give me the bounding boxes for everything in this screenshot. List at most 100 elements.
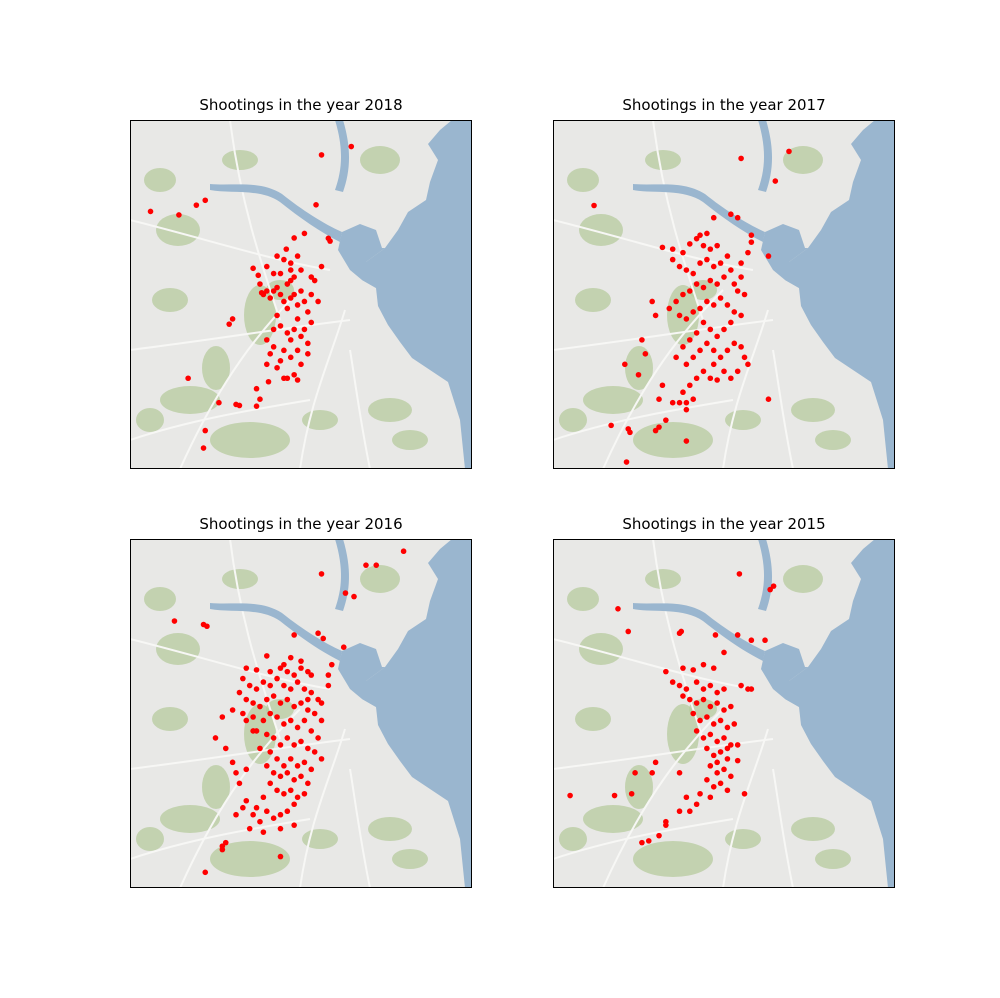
park-area <box>567 587 599 611</box>
shooting-marker <box>202 869 209 876</box>
shooting-marker <box>283 246 290 252</box>
shooting-marker <box>724 302 731 308</box>
shooting-marker <box>717 354 724 361</box>
park-area <box>559 827 587 851</box>
shooting-marker <box>342 590 349 596</box>
shooting-marker <box>683 399 690 406</box>
shooting-marker <box>270 693 277 699</box>
shooting-marker <box>659 244 666 251</box>
shooting-marker <box>255 272 262 279</box>
shooting-marker <box>250 265 256 272</box>
shooting-marker <box>277 811 284 818</box>
shooting-marker <box>243 797 250 804</box>
shooting-marker <box>270 288 277 294</box>
shooting-marker <box>298 267 304 273</box>
road <box>130 219 331 271</box>
shooting-marker <box>707 326 714 333</box>
shooting-marker <box>676 399 683 406</box>
map-svg <box>553 539 895 888</box>
road <box>553 638 754 690</box>
shooting-marker <box>274 312 280 319</box>
park-area <box>152 707 188 731</box>
shooting-marker <box>700 661 707 668</box>
shooting-marker <box>748 232 755 238</box>
road <box>130 319 351 351</box>
shooting-marker <box>284 281 291 287</box>
shooting-marker <box>294 679 301 685</box>
shooting-marker <box>786 148 792 155</box>
shooting-marker <box>270 270 277 277</box>
shooting-marker <box>308 728 315 734</box>
shooting-marker <box>687 241 693 247</box>
shooting-marker <box>400 548 407 555</box>
shooting-marker <box>301 686 308 692</box>
shooting-marker <box>274 787 280 794</box>
shooting-marker <box>745 361 751 368</box>
park-area <box>136 408 164 432</box>
road <box>652 120 704 321</box>
water-body <box>633 184 765 242</box>
shooting-marker <box>270 770 277 776</box>
shooting-marker <box>250 811 256 818</box>
shooting-marker <box>216 399 222 406</box>
shooting-marker <box>608 422 614 429</box>
panel-title-2016: Shootings in the year 2016 <box>199 515 403 533</box>
shooting-marker <box>690 667 697 673</box>
shooting-marker <box>298 658 304 664</box>
map-svg <box>130 120 472 469</box>
shooting-marker <box>274 714 280 720</box>
shooting-marker <box>363 562 369 568</box>
shooting-marker <box>240 804 246 811</box>
shooting-marker <box>243 717 250 724</box>
shooting-marker <box>281 298 287 305</box>
shooting-marker <box>676 630 683 637</box>
shooting-marker <box>748 239 755 245</box>
road <box>553 319 774 351</box>
park-area <box>667 704 699 764</box>
shooting-marker <box>697 232 703 238</box>
shooting-marker <box>741 291 748 298</box>
shooting-marker <box>301 759 308 766</box>
shooting-marker <box>264 263 270 270</box>
shooting-marker <box>714 738 720 745</box>
shooting-marker <box>147 208 154 215</box>
shooting-marker <box>690 354 697 361</box>
shooting-marker <box>707 763 714 769</box>
shooting-marker <box>690 270 697 277</box>
shooting-marker <box>287 787 294 794</box>
shooting-marker <box>229 759 236 766</box>
shooting-marker <box>717 295 724 301</box>
shooting-marker <box>253 667 260 673</box>
shooting-marker <box>294 794 301 801</box>
shooting-marker <box>287 717 294 724</box>
shooting-marker <box>202 197 209 204</box>
shooting-marker <box>291 274 297 280</box>
shooting-marker <box>284 808 291 815</box>
shooting-marker <box>697 260 703 266</box>
shooting-marker <box>264 337 270 343</box>
shooting-marker <box>697 305 703 312</box>
shooting-marker <box>260 717 267 724</box>
shooting-marker <box>257 703 263 710</box>
park-area <box>783 565 823 593</box>
shooting-marker <box>243 766 250 773</box>
shooting-marker <box>294 347 301 354</box>
shooting-marker <box>202 427 209 434</box>
shooting-marker <box>632 770 638 776</box>
shooting-marker <box>301 230 308 237</box>
shooting-marker <box>721 649 727 656</box>
shooting-marker <box>656 832 662 839</box>
shooting-marker <box>639 839 645 846</box>
shooting-marker <box>277 825 284 832</box>
shooting-marker <box>281 661 287 668</box>
shooting-marker <box>734 214 741 221</box>
park-area <box>360 146 400 174</box>
shooting-marker <box>710 214 717 221</box>
park-area <box>579 633 623 665</box>
shooting-marker <box>676 770 683 776</box>
shooting-marker <box>627 429 633 436</box>
shooting-marker <box>717 749 724 755</box>
road <box>553 399 734 441</box>
shooting-marker <box>625 628 632 635</box>
water-body <box>853 739 887 787</box>
